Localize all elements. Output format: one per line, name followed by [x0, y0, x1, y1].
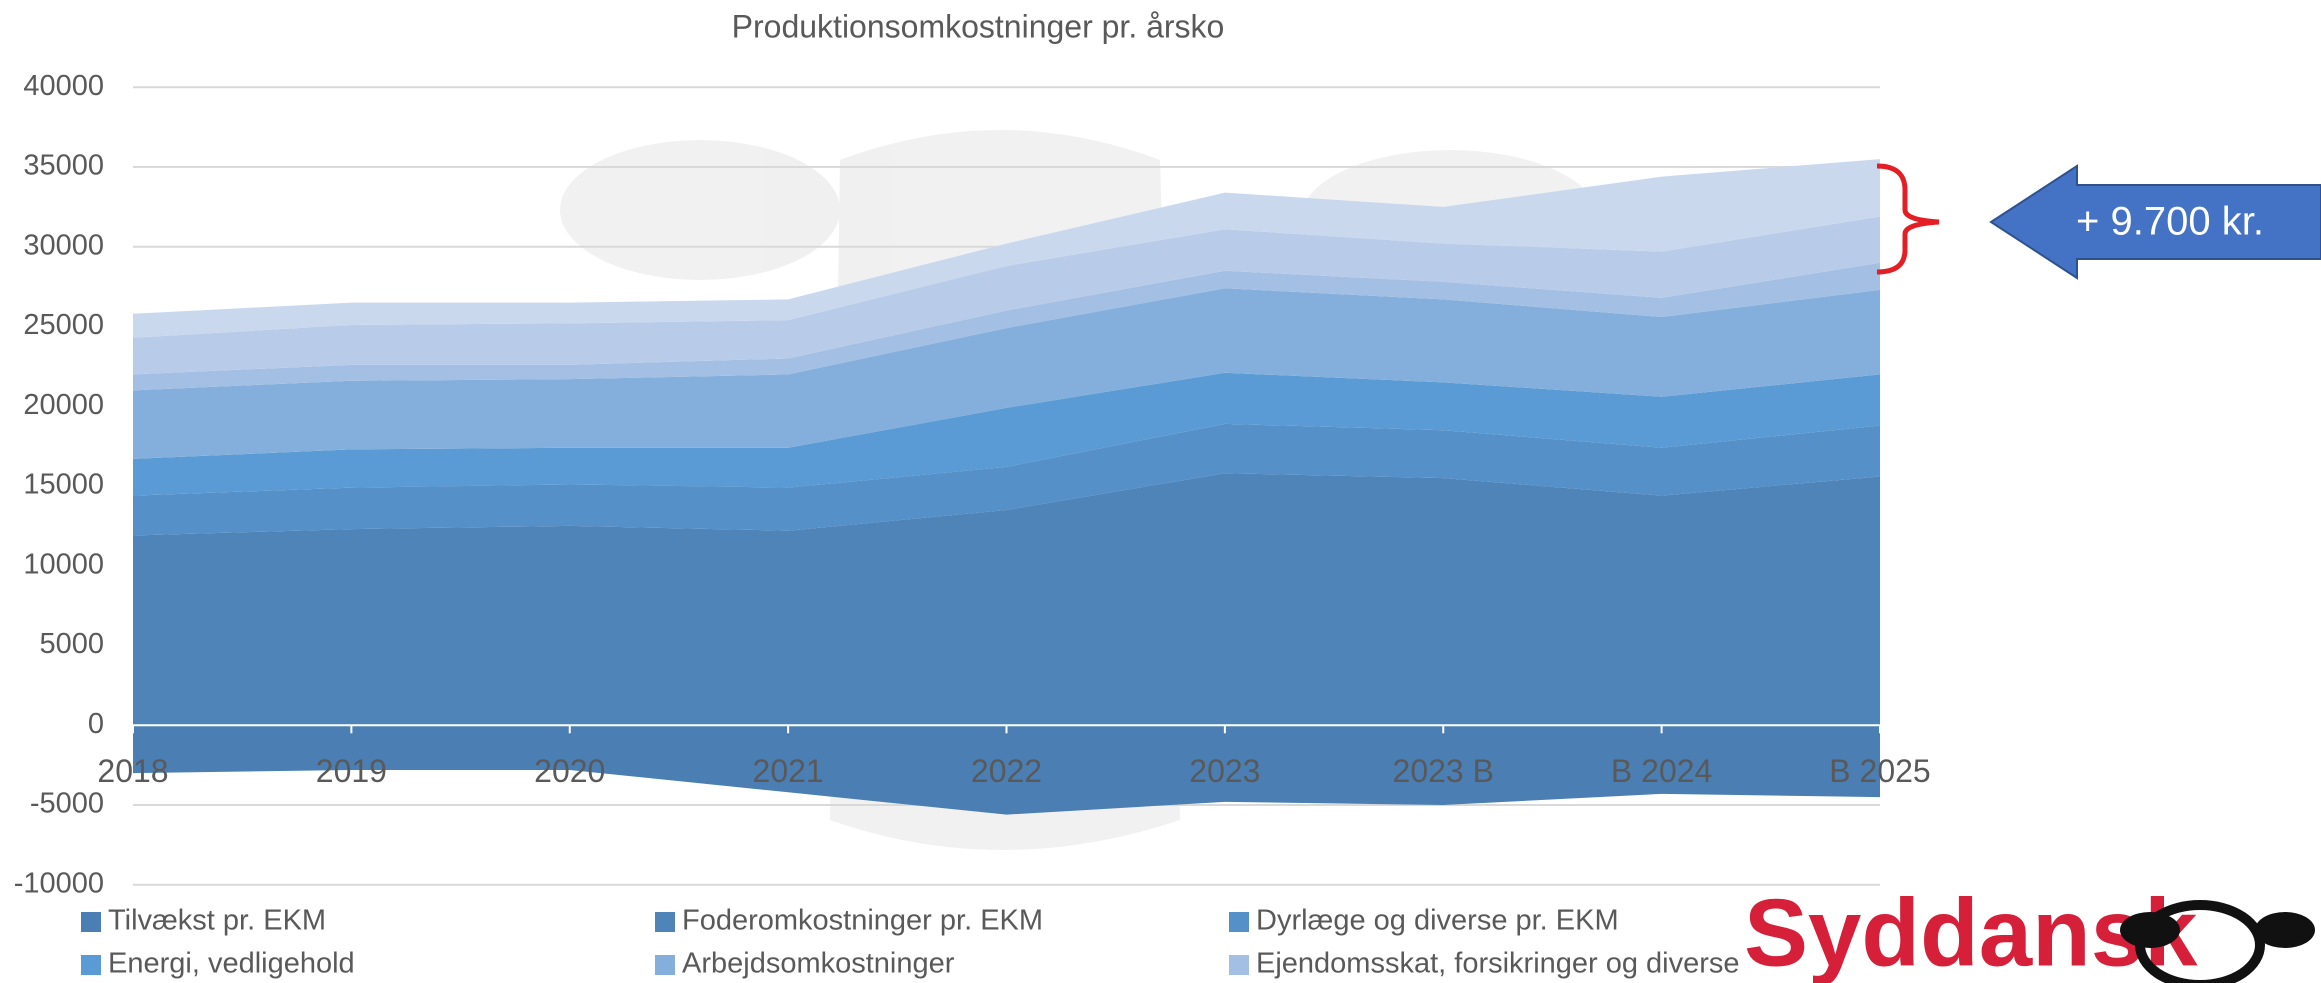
x-tick-label: 2023: [1189, 753, 1260, 789]
area: [133, 262, 1880, 391]
y-tick-label: 0: [88, 708, 104, 740]
legend-swatch: [81, 955, 101, 975]
y-tick-label: 30000: [23, 229, 104, 261]
legend-swatch: [655, 912, 675, 932]
area: [133, 159, 1880, 338]
annotation-arrow: [1989, 164, 2321, 280]
legend-label: Energi, vedligehold: [108, 948, 355, 980]
logo-cow: [2120, 900, 2315, 983]
y-tick-label: 20000: [23, 389, 104, 421]
x-tick-label: B 2025: [1829, 753, 1930, 789]
area: [133, 473, 1880, 726]
legend-swatch: [1229, 912, 1249, 932]
legend-swatch: [81, 912, 101, 932]
x-tick-label: 2019: [316, 753, 387, 789]
legend-label: Foderomkostninger pr. EKM: [682, 905, 1043, 937]
annotation: + 9.700 kr.: [2076, 200, 2264, 244]
area: [133, 216, 1880, 375]
y-tick-label: -5000: [30, 788, 104, 820]
y-tick-label: -10000: [14, 867, 104, 899]
y-tick-label: 35000: [23, 150, 104, 182]
x-tick-label: B 2024: [1611, 753, 1712, 789]
legend-label: Ejendomsskat, forsikringer og diverse: [1256, 948, 1740, 980]
x-tick-label: 2021: [753, 753, 824, 789]
y-tick-label: 5000: [39, 628, 104, 660]
area: [133, 423, 1880, 536]
chart-title: Produktionsomkostninger pr. årsko: [732, 8, 1225, 44]
area: [133, 372, 1880, 496]
x-tick-label: 2020: [534, 753, 605, 789]
legend-label: Tilvækst pr. EKM: [108, 905, 326, 937]
legend-label: Arbejdsomkostninger: [682, 948, 955, 980]
y-tick-label: 15000: [23, 469, 104, 501]
area: [133, 725, 1880, 815]
x-tick-label: 2023 B: [1393, 753, 1494, 789]
y-tick-label: 40000: [23, 70, 104, 102]
legend-swatch: [1229, 955, 1249, 975]
bracket: [1876, 163, 1940, 275]
legend-swatch: [655, 955, 675, 975]
area: [133, 288, 1880, 459]
y-tick-label: 10000: [23, 548, 104, 580]
legend-label: Dyrlæge og diverse pr. EKM: [1256, 905, 1619, 937]
x-tick-label: 2022: [971, 753, 1042, 789]
y-tick-label: 25000: [23, 309, 104, 341]
x-tick-label: 2018: [97, 753, 168, 789]
